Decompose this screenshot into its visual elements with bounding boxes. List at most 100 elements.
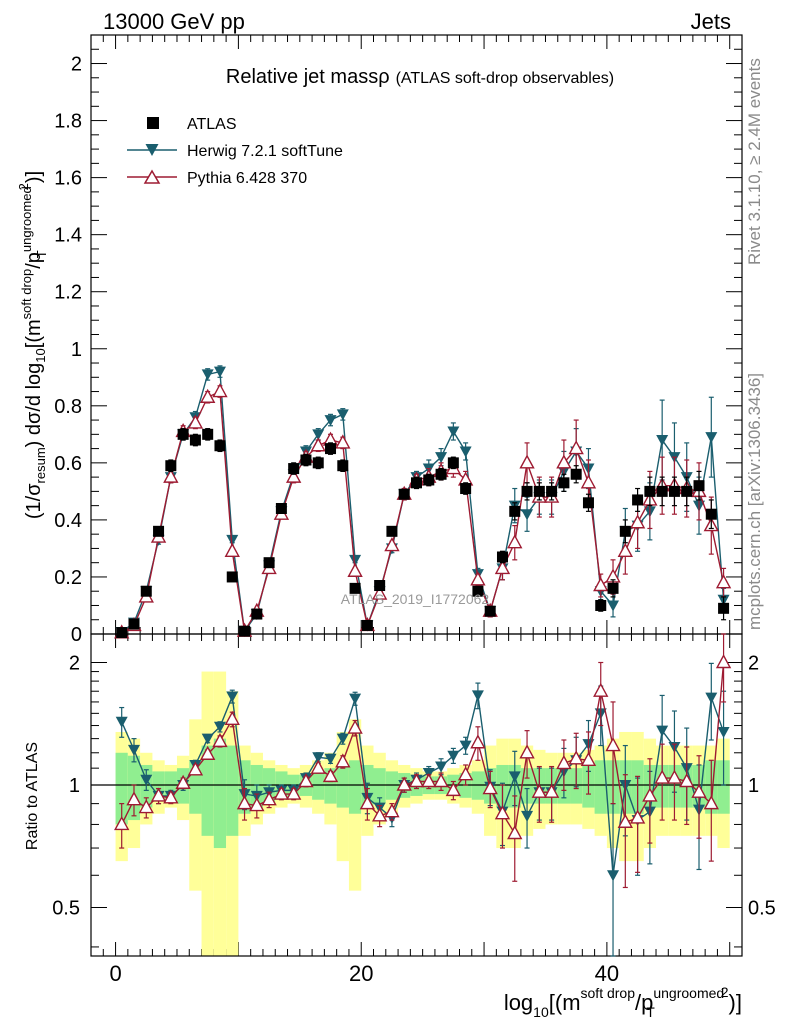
atlas-point — [312, 457, 324, 469]
atlas-point — [153, 525, 165, 537]
atlas-point — [349, 582, 361, 594]
header-energy-label: 13000 GeV pp — [103, 9, 245, 34]
main-y-tick-label: 0.4 — [54, 510, 82, 532]
atlas-point — [705, 508, 717, 520]
ratio-pythia-point — [335, 753, 351, 768]
ratio-band-green — [213, 738, 227, 849]
pythia-point — [371, 585, 388, 600]
ratio-herwig-point — [115, 716, 128, 728]
ratio-pythia-point — [482, 780, 498, 795]
main-y-tick-label: 0 — [71, 624, 82, 646]
ratio-y-tick-label-right: 0.5 — [748, 897, 776, 919]
ratio-pythia-point — [200, 745, 216, 760]
atlas-point — [300, 454, 312, 466]
atlas-point — [656, 485, 668, 497]
herwig-point — [656, 435, 669, 447]
herwig-point — [312, 429, 325, 441]
herwig-line — [121, 370, 725, 633]
ratio-pythia-point — [249, 797, 265, 812]
ratio-y-tick-label-right: 1 — [748, 775, 759, 797]
ratio-pythia-point — [310, 759, 326, 774]
ratio-pythia-point — [421, 773, 437, 788]
atlas-point — [496, 551, 508, 563]
atlas-point — [288, 463, 300, 475]
ratio-band-green — [348, 760, 362, 814]
main-y-tick-label: 0.2 — [54, 567, 82, 589]
herwig-point — [349, 554, 362, 566]
atlas-point — [484, 605, 496, 617]
main-y-tick-label: 1.8 — [54, 111, 82, 133]
pythia-point — [384, 537, 400, 552]
atlas-point — [460, 483, 472, 495]
herwig-point — [213, 366, 226, 378]
header-process-label: Jets — [691, 9, 731, 34]
plot-title: Relative jet massρ (ATLAS soft-drop obser… — [226, 66, 614, 88]
pythia-point — [507, 534, 523, 549]
ratio-herwig-point — [324, 753, 337, 765]
analysis-watermark: ATLAS_2019_I1772062 — [341, 591, 490, 607]
ratio-band-green — [717, 760, 730, 814]
atlas-point — [263, 557, 275, 569]
atlas-point — [447, 457, 459, 469]
atlas-point — [472, 585, 484, 597]
main-y-tick-label: 1.2 — [54, 282, 82, 304]
x-tick-label: 0 — [109, 961, 121, 986]
atlas-point — [361, 619, 373, 631]
atlas-point — [128, 618, 140, 630]
atlas-point — [423, 474, 435, 486]
ratio-band-green — [201, 745, 214, 836]
atlas-point — [165, 460, 177, 472]
main-y-tick-label: 1.4 — [54, 225, 82, 247]
ratio-herwig-point — [607, 870, 620, 882]
atlas-point — [116, 627, 128, 639]
atlas-point — [607, 582, 619, 594]
atlas-point — [435, 468, 447, 480]
ratio-pythia-point — [371, 807, 388, 822]
atlas-point — [398, 488, 410, 500]
x-tick-label: 20 — [349, 961, 373, 986]
ratio-herwig-point — [459, 740, 472, 752]
ratio-pythia-point — [519, 744, 535, 759]
mcplots-credit-label: mcplots.cern.ch [arXiv:1306.3436] — [745, 373, 764, 630]
ratio-pythia-point — [163, 789, 179, 804]
atlas-point — [337, 460, 349, 472]
ratio-pythia-point — [457, 766, 474, 781]
ratio-herwig-point — [213, 721, 226, 733]
pythia-point — [310, 437, 326, 452]
atlas-point — [239, 625, 251, 637]
atlas-point — [214, 440, 226, 452]
legend-pythia-label: Pythia 6.428 370 — [187, 170, 307, 187]
ratio-pythia-point — [224, 710, 240, 726]
main-y-tick-label: 2 — [71, 54, 82, 76]
atlas-point — [374, 580, 386, 592]
atlas-point — [558, 477, 570, 489]
ratio-herwig-point — [349, 693, 362, 705]
ratio-pythia-point — [580, 751, 597, 766]
ratio-y-tick-label-left: 2 — [69, 653, 80, 675]
atlas-point — [189, 434, 201, 446]
atlas-point — [595, 599, 607, 611]
pythia-point — [568, 440, 584, 455]
atlas-point — [693, 480, 705, 492]
herwig-point — [521, 509, 534, 521]
main-y-tick-label: 0.8 — [54, 396, 82, 418]
ratio-pythia-point — [359, 795, 376, 810]
atlas-point — [619, 525, 631, 537]
ratio-band-green — [115, 752, 128, 825]
ratio-pythia-point — [175, 774, 191, 789]
ratio-pythia-point — [445, 781, 462, 797]
ratio-pythia-point — [285, 785, 302, 800]
main-y-tick-label: 0.6 — [54, 453, 82, 475]
pythia-point — [347, 562, 363, 577]
ratio-herwig-point — [336, 733, 349, 745]
atlas-point — [509, 505, 521, 517]
ratio-herwig-point — [140, 774, 153, 786]
ratio-pythia-point — [568, 750, 584, 765]
atlas-point — [177, 428, 189, 440]
ratio-pythia-point — [629, 809, 646, 824]
ratio-pythia-point — [605, 737, 621, 752]
ratio-pythia-point — [150, 787, 167, 802]
ratio-pythia-point — [666, 769, 683, 784]
herwig-point — [336, 409, 349, 421]
ratio-herwig-point — [312, 752, 325, 764]
